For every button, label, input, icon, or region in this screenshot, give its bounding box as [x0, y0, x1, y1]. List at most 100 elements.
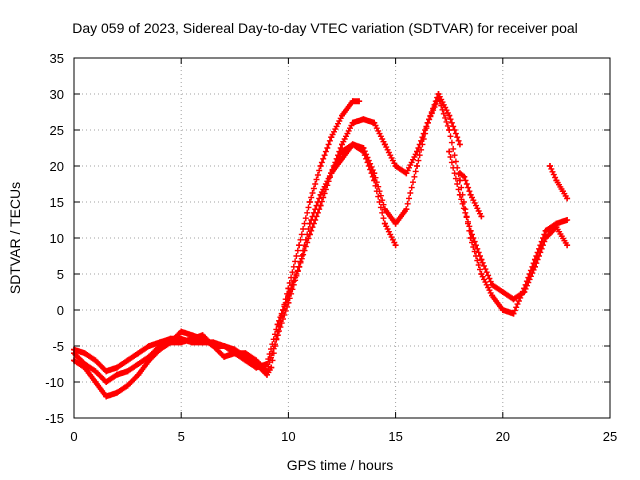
x-tick-label: 5: [178, 429, 185, 444]
series-arc-7: [456, 170, 485, 220]
data-point: [403, 170, 410, 177]
data-point: [124, 382, 131, 389]
data-point: [499, 307, 506, 313]
data-point: [317, 191, 324, 198]
data-point: [317, 163, 324, 169]
data-point: [339, 148, 345, 155]
data-point: [81, 361, 88, 367]
y-tick-label: 35: [50, 51, 64, 66]
x-tick-label: 20: [496, 429, 510, 444]
data-layer: [71, 91, 571, 400]
data-point: [167, 339, 174, 346]
data-point: [306, 220, 313, 227]
data-point: [360, 116, 367, 123]
data-point: [253, 364, 260, 371]
data-point: [542, 235, 549, 241]
grid: [74, 58, 610, 418]
data-point: [360, 145, 367, 151]
data-point: [231, 350, 238, 357]
data-point: [564, 242, 571, 249]
data-point: [435, 94, 442, 101]
data-point: [499, 289, 506, 295]
data-point: [531, 263, 538, 270]
x-tick-label: 25: [603, 429, 617, 444]
data-point: [339, 155, 345, 162]
data-point: [199, 332, 206, 339]
data-point: [349, 141, 356, 148]
data-point: [403, 206, 410, 213]
data-point: [381, 220, 388, 227]
data-point: [328, 134, 335, 141]
y-tick-label: 20: [50, 159, 64, 174]
data-point: [564, 217, 571, 223]
data-point: [135, 361, 142, 367]
data-point: [467, 191, 474, 198]
y-tick-label: 5: [57, 267, 64, 282]
x-tick-label: 0: [70, 429, 77, 444]
data-point: [221, 353, 228, 360]
data-point: [521, 289, 528, 295]
y-tick-label: 30: [50, 87, 64, 102]
data-point: [210, 343, 217, 349]
data-point: [489, 281, 496, 288]
data-point: [392, 242, 399, 249]
data-point: [489, 292, 496, 299]
data-point: [478, 213, 485, 220]
data-point: [113, 364, 120, 371]
data-point: [263, 368, 270, 375]
data-point: [456, 170, 463, 177]
data-point: [146, 353, 153, 360]
data-point: [392, 220, 399, 227]
data-point: [392, 163, 399, 169]
data-point: [414, 163, 421, 169]
y-axis-title: SDTVAR / TECUs: [7, 182, 23, 294]
data-point: [268, 364, 275, 371]
data-point: [339, 112, 345, 119]
data-point: [553, 177, 560, 184]
y-tick-label: -10: [45, 375, 64, 390]
data-point: [328, 170, 335, 177]
data-point: [371, 119, 378, 126]
data-point: [349, 98, 356, 105]
data-point: [178, 339, 185, 346]
data-point: [478, 256, 485, 263]
y-tick-label: 0: [57, 303, 64, 318]
data-point: [103, 393, 110, 400]
data-point: [424, 119, 431, 126]
data-point: [339, 141, 345, 148]
data-point: [478, 271, 485, 277]
y-tick-label: -15: [45, 411, 64, 426]
data-point: [546, 163, 553, 169]
y-tick-label: 25: [50, 123, 64, 138]
data-point: [178, 328, 185, 335]
data-point: [349, 119, 356, 126]
y-tick-label: 15: [50, 195, 64, 210]
data-point: [81, 350, 88, 357]
data-point: [510, 310, 517, 317]
data-point: [113, 371, 120, 378]
data-point: [188, 335, 195, 342]
data-point: [113, 389, 120, 396]
data-point: [306, 199, 313, 205]
data-point: [446, 148, 453, 155]
chart-title: Day 059 of 2023, Sidereal Day-to-day VTE…: [72, 20, 578, 36]
data-point: [124, 368, 131, 375]
data-point: [242, 350, 249, 357]
data-point: [135, 371, 142, 378]
data-point: [564, 195, 571, 202]
y-tick-label: 10: [50, 231, 64, 246]
data-point: [296, 263, 303, 270]
data-point: [156, 343, 163, 349]
data-point: [124, 357, 131, 364]
data-point: [461, 173, 468, 180]
data-point: [456, 141, 463, 148]
ticks: 0 5 10 15 20 25 -15 -10 -5 0 5 10 15 20 25 30 35: [45, 51, 617, 444]
data-point: [221, 343, 228, 349]
x-tick-label: 10: [281, 429, 295, 444]
series-arc-6: [546, 163, 571, 202]
y-tick-label: -5: [52, 339, 64, 354]
data-point: [381, 206, 388, 213]
data-point: [467, 227, 474, 234]
x-tick-label: 15: [388, 429, 402, 444]
